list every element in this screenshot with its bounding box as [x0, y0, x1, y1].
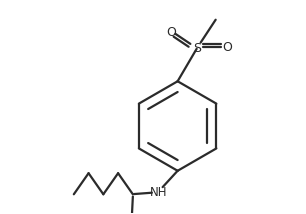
Text: O: O	[166, 25, 176, 39]
Text: O: O	[222, 41, 232, 54]
Text: S: S	[193, 42, 201, 55]
Text: NH: NH	[150, 186, 167, 199]
